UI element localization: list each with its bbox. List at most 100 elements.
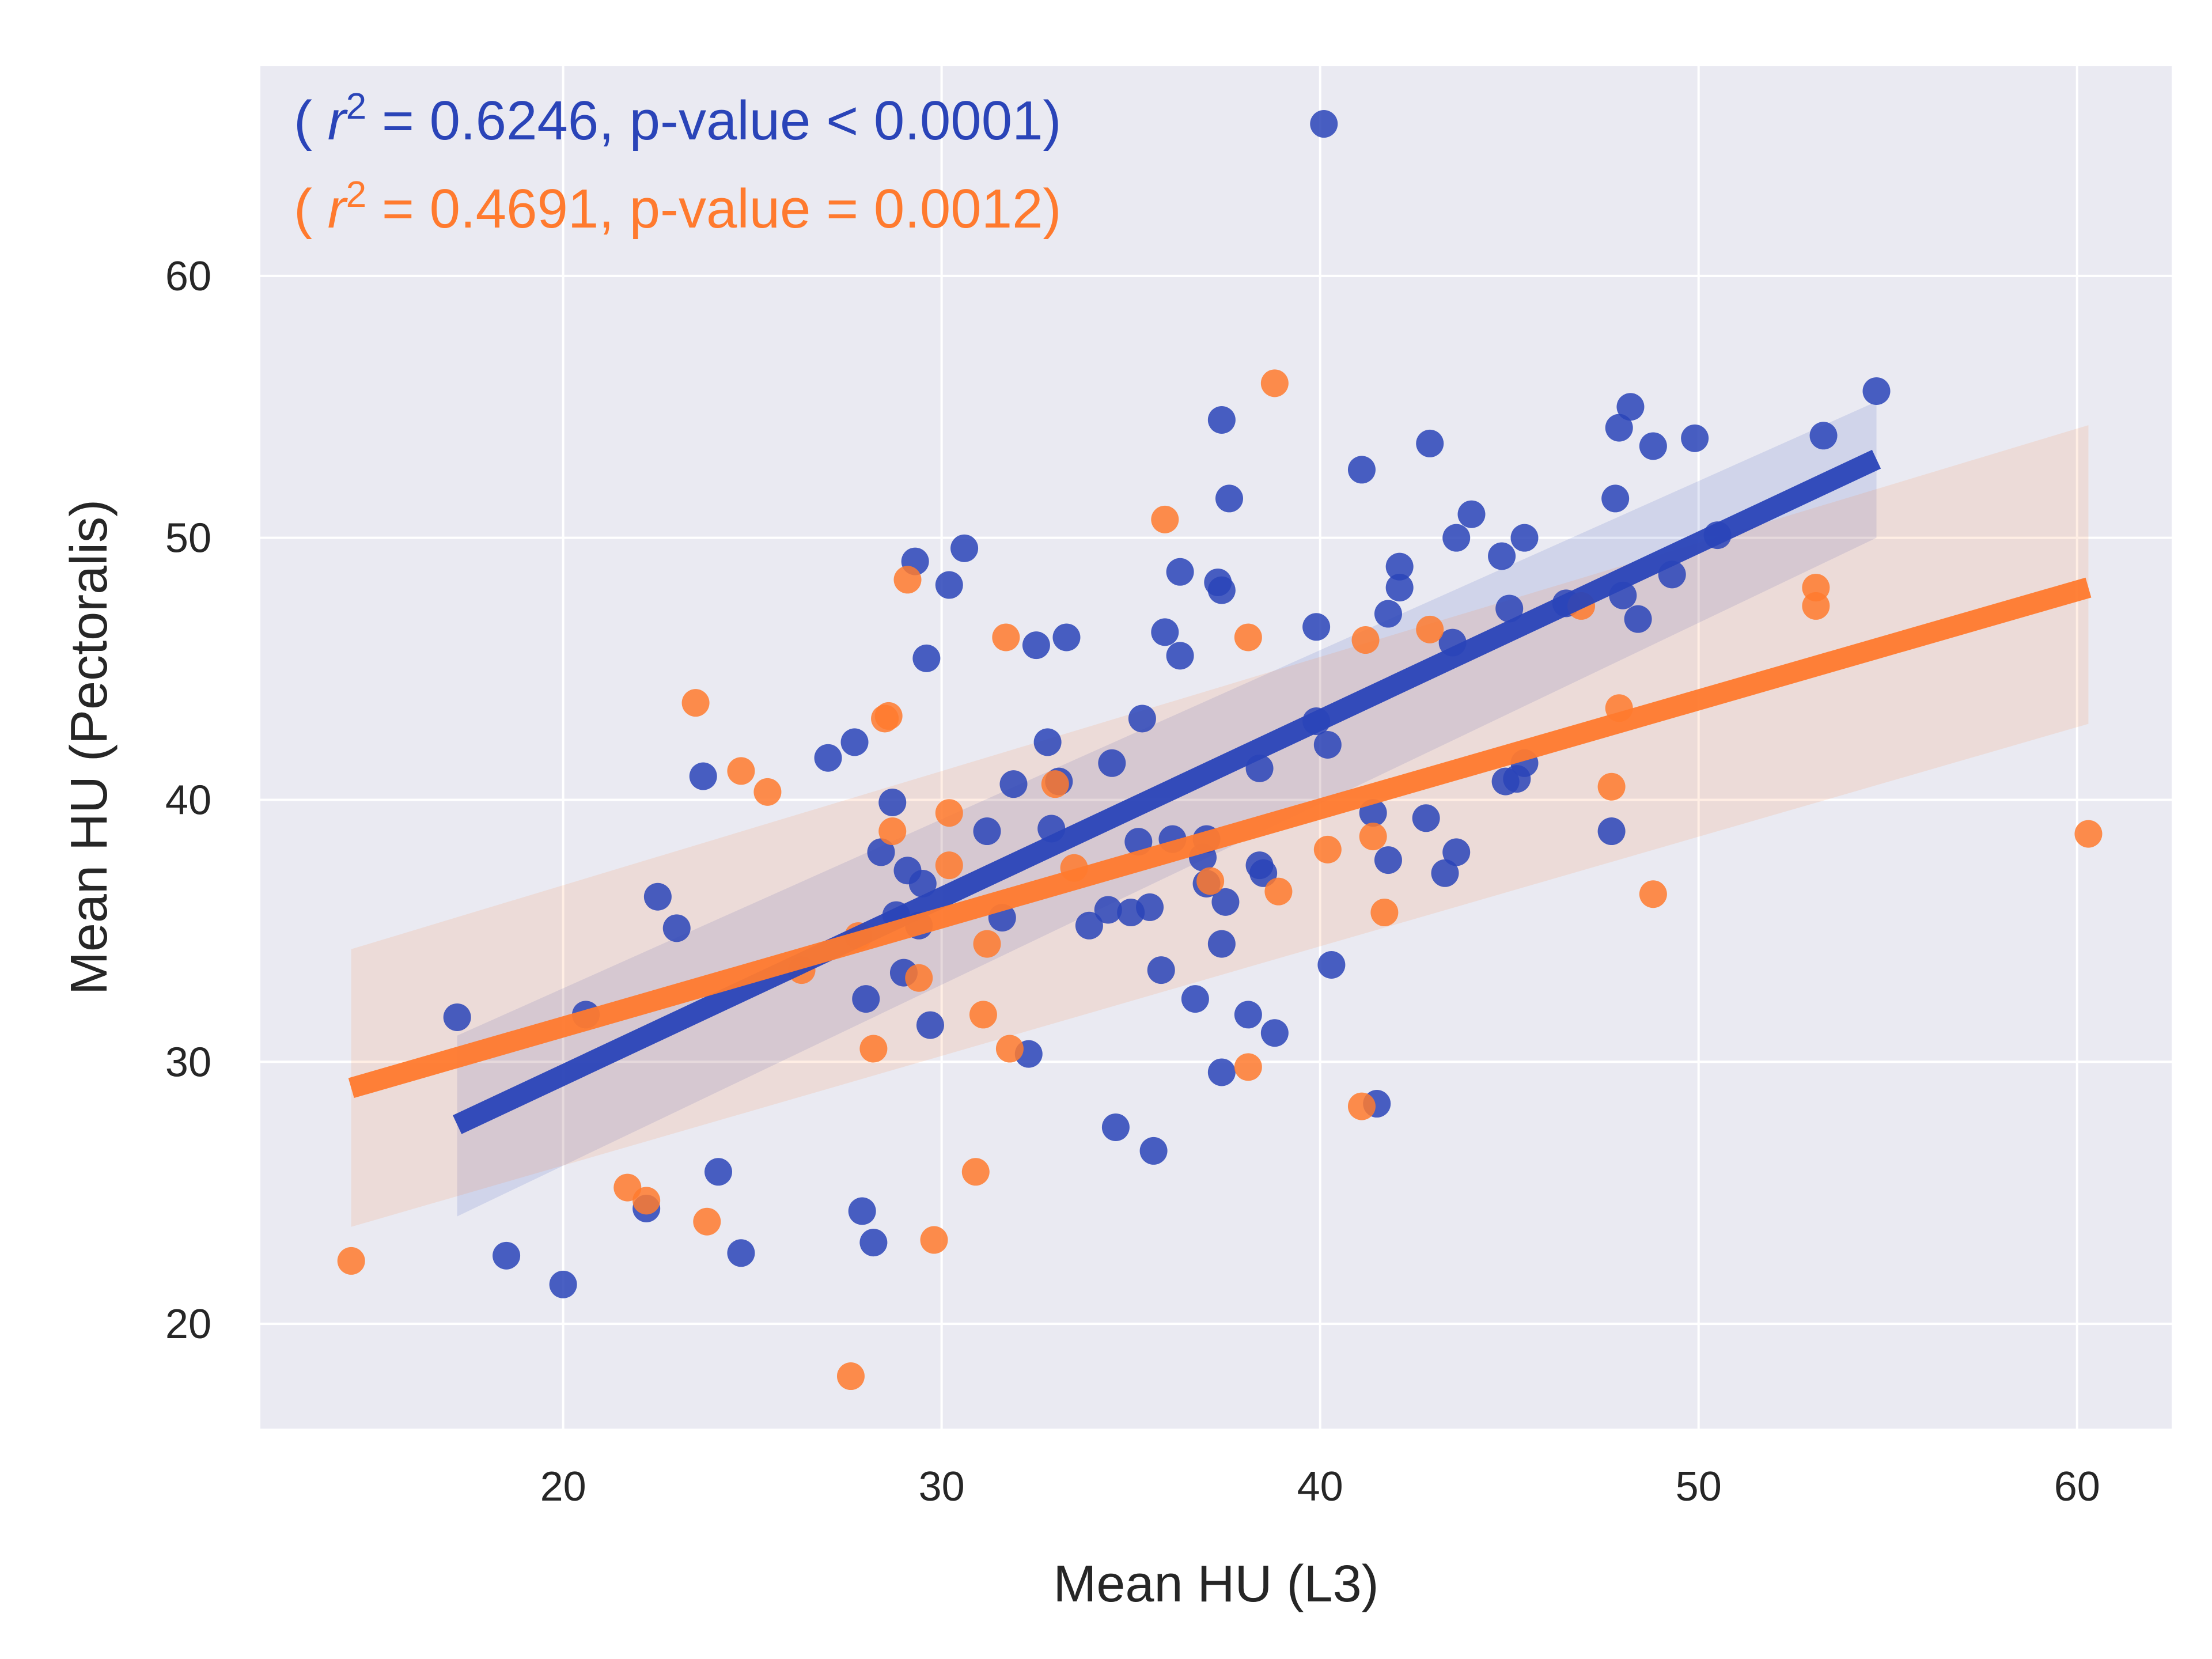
data-point-0 bbox=[1639, 432, 1667, 460]
x-axis-label: Mean HU (L3) bbox=[1053, 1555, 1378, 1613]
data-point-0 bbox=[1431, 859, 1459, 887]
data-point-0 bbox=[1624, 605, 1652, 633]
data-point-0 bbox=[1862, 377, 1891, 405]
data-point-0 bbox=[1136, 893, 1164, 921]
data-point-0 bbox=[1601, 484, 1630, 513]
data-point-0 bbox=[1181, 985, 1209, 1013]
data-point-1 bbox=[836, 1362, 865, 1391]
data-point-0 bbox=[1605, 414, 1633, 442]
data-point-1 bbox=[1041, 770, 1069, 798]
data-point-0 bbox=[1374, 846, 1402, 874]
y-tick-labels: 20 30 40 50 60 bbox=[165, 253, 211, 1347]
y-tick-label: 40 bbox=[165, 777, 211, 823]
data-point-0 bbox=[1385, 552, 1414, 581]
x-tick-label: 50 bbox=[1676, 1464, 1722, 1510]
plot-background bbox=[260, 66, 2172, 1429]
data-point-0 bbox=[1128, 704, 1156, 733]
data-point-1 bbox=[1234, 1053, 1262, 1081]
data-point-0 bbox=[1416, 429, 1444, 457]
data-point-1 bbox=[693, 1207, 721, 1236]
data-point-1 bbox=[1802, 574, 1830, 602]
data-point-0 bbox=[848, 1197, 876, 1225]
data-point-0 bbox=[867, 838, 895, 866]
data-points bbox=[337, 110, 2103, 1391]
data-point-1 bbox=[1359, 823, 1387, 851]
data-point-0 bbox=[1347, 456, 1376, 484]
data-point-1 bbox=[1639, 880, 1667, 908]
data-point-0 bbox=[1510, 524, 1539, 552]
data-point-1 bbox=[2074, 820, 2103, 848]
data-point-0 bbox=[1033, 728, 1062, 756]
data-point-1 bbox=[1597, 772, 1626, 801]
data-point-0 bbox=[1022, 631, 1050, 660]
data-point-0 bbox=[935, 571, 963, 599]
data-point-0 bbox=[1385, 574, 1414, 602]
data-point-0 bbox=[1098, 749, 1126, 777]
data-point-1 bbox=[1347, 1092, 1376, 1120]
data-point-1 bbox=[995, 1035, 1024, 1063]
data-point-1 bbox=[681, 689, 710, 717]
data-point-0 bbox=[1681, 424, 1709, 452]
data-point-0 bbox=[852, 985, 880, 1013]
data-point-0 bbox=[950, 534, 979, 562]
data-point-0 bbox=[859, 1229, 888, 1257]
data-point-0 bbox=[1317, 950, 1346, 979]
data-point-1 bbox=[878, 817, 907, 846]
data-point-0 bbox=[1207, 930, 1236, 958]
annotation-orange: ( r2 = 0.4691, p-value = 0.0012) bbox=[294, 173, 1061, 240]
data-point-0 bbox=[1495, 594, 1524, 623]
data-point-0 bbox=[727, 1239, 755, 1267]
data-point-0 bbox=[1207, 576, 1236, 604]
data-point-0 bbox=[1249, 859, 1278, 887]
data-point-1 bbox=[1351, 626, 1380, 654]
y-tick-label: 30 bbox=[165, 1039, 211, 1085]
data-point-0 bbox=[1215, 484, 1243, 513]
data-point-0 bbox=[662, 914, 691, 942]
data-point-0 bbox=[1166, 558, 1194, 586]
data-point-0 bbox=[1374, 600, 1402, 628]
x-tick-label: 30 bbox=[919, 1464, 965, 1510]
data-point-1 bbox=[961, 1158, 990, 1186]
data-point-0 bbox=[912, 644, 941, 672]
data-point-0 bbox=[1442, 524, 1471, 552]
data-point-0 bbox=[916, 1011, 944, 1039]
data-point-0 bbox=[1052, 623, 1081, 652]
data-point-0 bbox=[1234, 1001, 1262, 1029]
data-point-0 bbox=[1075, 911, 1103, 940]
data-point-1 bbox=[893, 566, 922, 594]
data-point-0 bbox=[1809, 422, 1838, 450]
data-point-0 bbox=[908, 870, 937, 897]
data-point-0 bbox=[1302, 613, 1331, 641]
data-point-1 bbox=[905, 964, 933, 992]
data-point-0 bbox=[973, 817, 1001, 846]
fit-lines bbox=[348, 449, 2092, 1134]
x-tick-label: 60 bbox=[2054, 1464, 2100, 1510]
x-tick-labels: 20 30 40 50 60 bbox=[540, 1464, 2100, 1510]
data-point-1 bbox=[859, 1035, 888, 1063]
data-point-0 bbox=[1147, 956, 1175, 984]
data-point-1 bbox=[969, 1001, 997, 1029]
annotation-blue: ( r2 = 0.6246, p-value < 0.0001) bbox=[294, 85, 1061, 151]
data-point-1 bbox=[1234, 623, 1262, 652]
data-point-0 bbox=[443, 1003, 471, 1031]
data-point-1 bbox=[753, 778, 782, 806]
data-point-0 bbox=[1442, 838, 1471, 866]
data-point-0 bbox=[1488, 542, 1516, 570]
y-axis-label: Mean HU (Pectoralis) bbox=[60, 499, 118, 995]
data-point-1 bbox=[874, 702, 903, 730]
data-point-0 bbox=[1207, 406, 1236, 434]
data-point-0 bbox=[1616, 393, 1645, 421]
data-point-0 bbox=[643, 882, 672, 911]
data-point-0 bbox=[1139, 1137, 1168, 1165]
data-point-0 bbox=[493, 1241, 521, 1270]
data-point-1 bbox=[935, 851, 963, 880]
data-point-0 bbox=[1597, 817, 1626, 846]
data-point-1 bbox=[337, 1247, 365, 1275]
data-point-0 bbox=[689, 762, 717, 790]
data-point-0 bbox=[1211, 888, 1240, 916]
data-point-0 bbox=[840, 728, 869, 756]
data-point-1 bbox=[632, 1187, 661, 1215]
data-point-1 bbox=[973, 930, 1001, 958]
data-point-0 bbox=[999, 770, 1028, 798]
